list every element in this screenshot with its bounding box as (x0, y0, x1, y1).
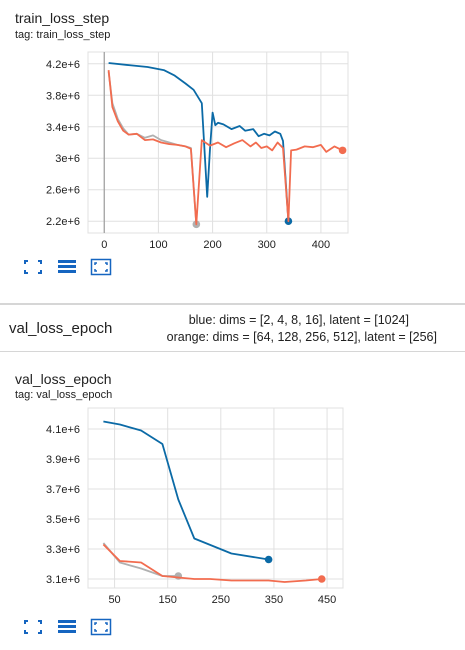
val-loss-plot[interactable]: 3.1e+6 3.3e+6 3.5e+6 3.7e+6 3.9e+6 4.1e+6 50 15… (0, 365, 465, 615)
y-tick-label: 3.8e+6 (46, 90, 80, 102)
series-line-orange[interactable] (102, 543, 322, 583)
chart-card-train-loss: train_loss_step tag: train_loss_step 2.2… (0, 0, 465, 300)
series-end-point-blue[interactable] (264, 555, 273, 564)
y-tick-label: 2.2e+6 (46, 216, 80, 228)
y-tick-label: 3.7e+6 (46, 484, 80, 496)
series-end-point-gray[interactable] (174, 572, 183, 580)
fullscreen-icon[interactable] (22, 258, 44, 276)
chart-card-val-loss: val_loss_epoch tag: val_loss_epoch 3.1e+… (0, 365, 465, 650)
x-tick-label: 350 (265, 594, 283, 606)
plot-frame (87, 407, 344, 589)
y-tick-label: 3e+6 (55, 153, 80, 165)
plot-frame (87, 51, 349, 234)
x-tick-label: 200 (203, 239, 221, 251)
y-tick-label: 3.3e+6 (46, 544, 80, 556)
section-divider (0, 303, 465, 305)
y-tick-label: 2.6e+6 (46, 185, 80, 197)
legend-blue-text: blue: dims = [2, 4, 8, 16], latent = [10… (188, 313, 409, 327)
y-tick-label: 3.1e+6 (46, 574, 80, 586)
x-tick-label: 400 (312, 239, 330, 251)
x-tick-label: 450 (318, 594, 336, 606)
section-title: val_loss_epoch (9, 320, 113, 337)
fit-domain-icon[interactable] (90, 618, 112, 636)
data-table-icon[interactable] (56, 258, 78, 276)
y-tick-label: 3.9e+6 (46, 454, 80, 466)
chart-title: val_loss_epoch (15, 371, 112, 387)
series-line-blue[interactable] (108, 62, 290, 222)
train-loss-plot[interactable]: 2.2e+6 2.6e+6 3e+6 3.4e+6 3.8e+6 4.2e+6 0 100 20… (0, 0, 465, 255)
series-end-point-orange[interactable] (338, 146, 347, 155)
series-line-blue[interactable] (103, 420, 269, 561)
series-line-orange[interactable] (107, 70, 343, 226)
x-tick-label: 50 (108, 594, 120, 606)
y-tick-label: 4.1e+6 (46, 424, 80, 436)
data-table-icon[interactable] (56, 618, 78, 636)
x-tick-label: 150 (159, 594, 177, 606)
chart-tag: tag: val_loss_epoch (15, 389, 113, 401)
fit-domain-icon[interactable] (90, 258, 112, 276)
section-divider (0, 351, 465, 352)
series-end-point-orange[interactable] (317, 575, 326, 583)
chart-toolbar (22, 258, 112, 276)
chart-toolbar (22, 618, 112, 636)
x-tick-label: 300 (258, 239, 276, 251)
legend-orange-text: orange: dims = [64, 128, 256, 512], late… (166, 330, 437, 344)
y-tick-label: 3.5e+6 (46, 514, 80, 526)
y-tick-label: 4.2e+6 (46, 59, 80, 71)
y-tick-label: 3.4e+6 (46, 122, 80, 134)
x-tick-label: 100 (149, 239, 167, 251)
x-tick-label: 250 (212, 594, 230, 606)
chart-tag: tag: train_loss_step (15, 29, 111, 41)
x-tick-label: 0 (101, 239, 107, 251)
fullscreen-icon[interactable] (22, 618, 44, 636)
chart-title: train_loss_step (15, 10, 110, 26)
series-line-gray[interactable] (107, 71, 198, 225)
